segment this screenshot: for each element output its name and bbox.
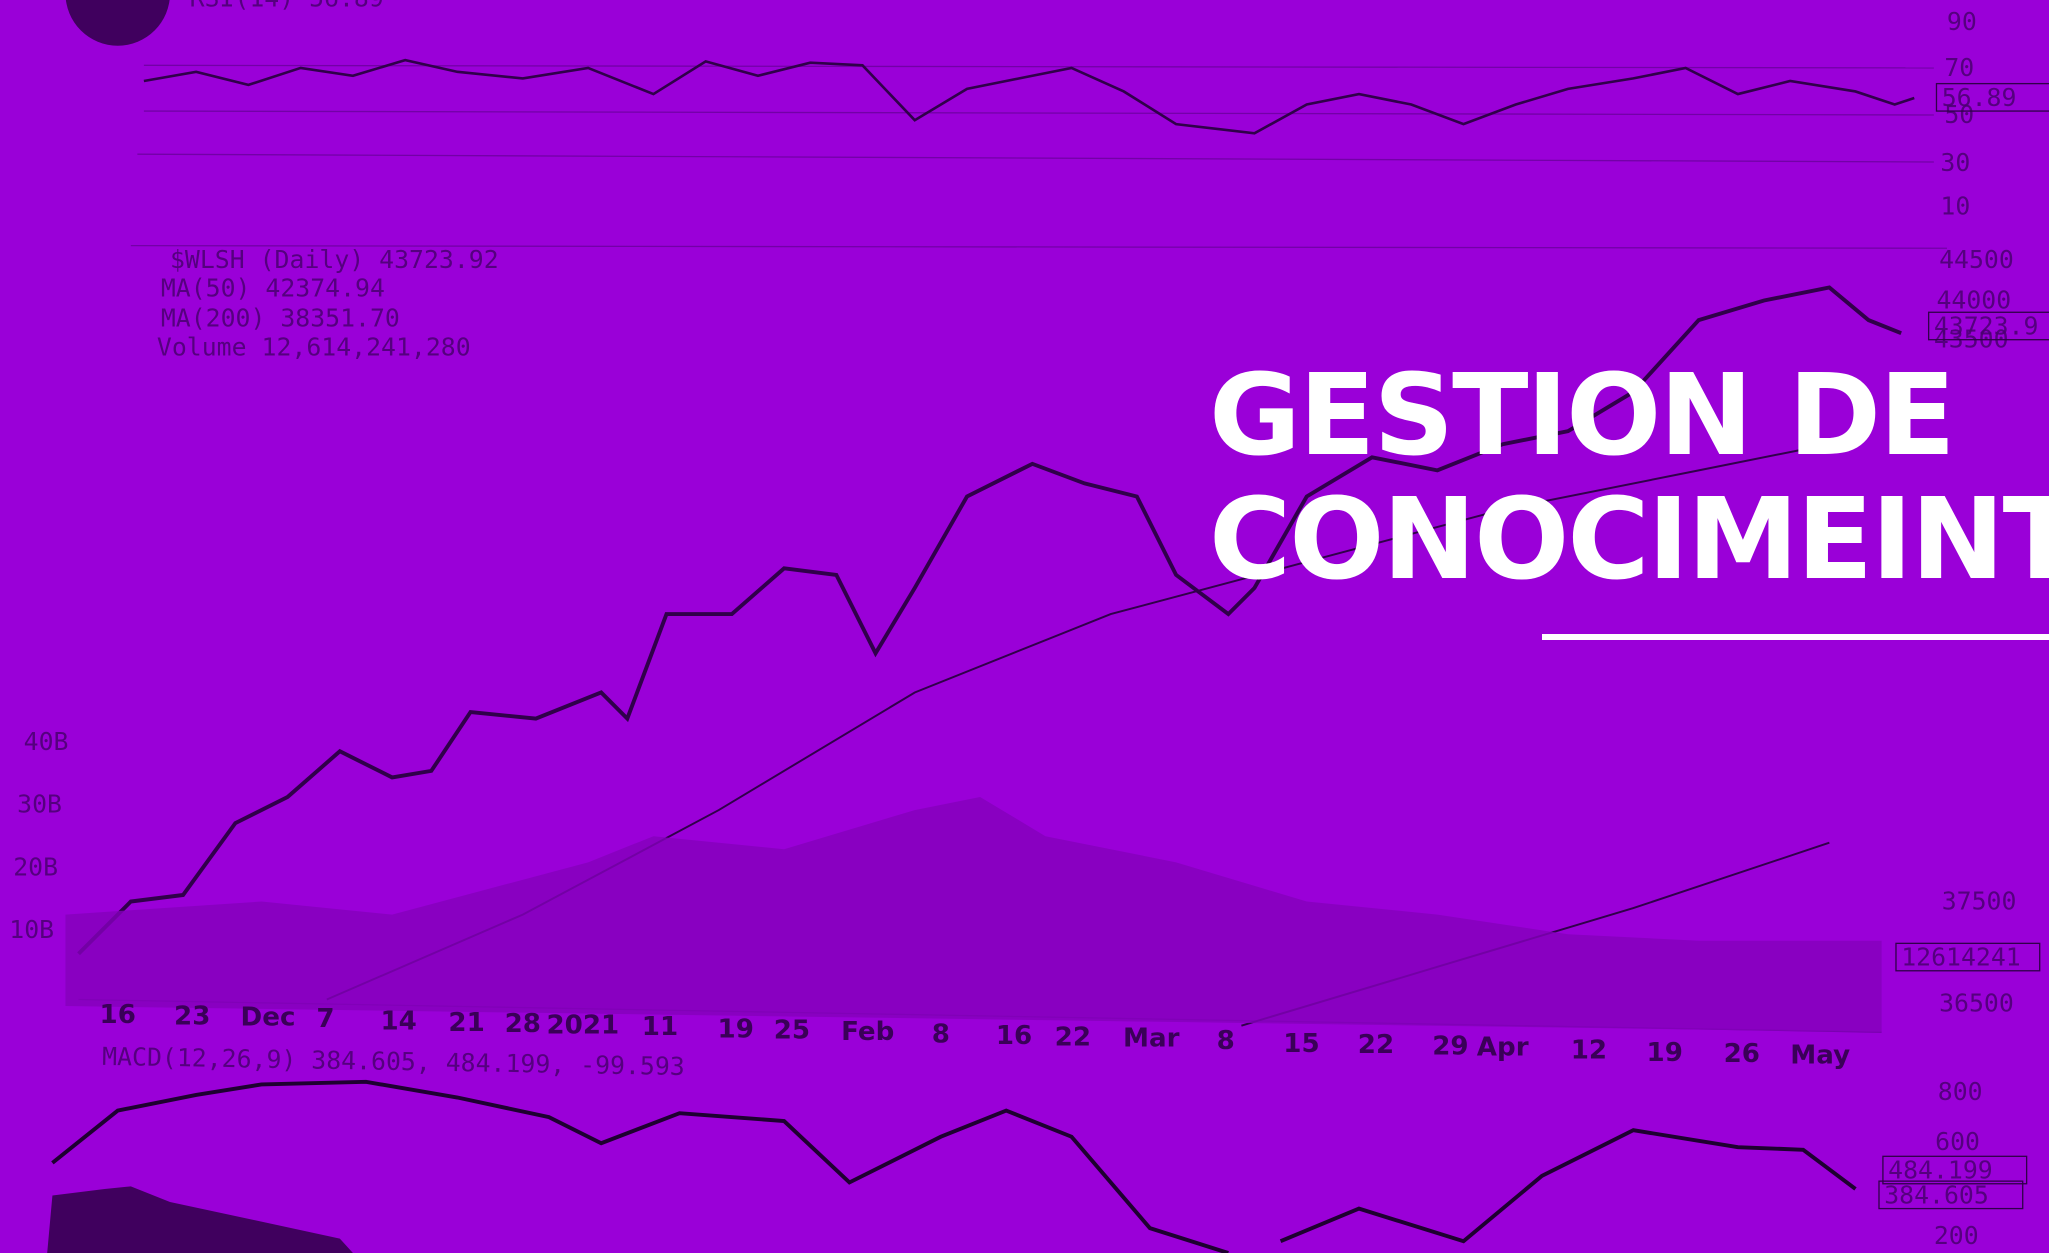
axis-label: 30 [1940, 148, 1970, 177]
chart-photo: RSI(14) 56.89 $WLSH (Daily) 43723.92MA(50… [0, 0, 2049, 1253]
axis-label: 40B [24, 727, 69, 756]
boxed-label: 56.89 [1942, 83, 2017, 112]
boxed-label: 12614241 [1901, 943, 2021, 972]
axis-label: 800 [1938, 1077, 1983, 1106]
x-label: 19 [718, 1014, 754, 1044]
x-label: 28 [505, 1009, 541, 1039]
x-label: 16 [996, 1021, 1032, 1051]
legend-entry: Volume 12,614,241,280 [157, 332, 471, 361]
axis-label: 30B [17, 790, 62, 819]
axis-label: 37500 [1942, 886, 2017, 915]
x-label: 21 [448, 1008, 484, 1038]
boxed-label: 384.605 [1884, 1180, 1989, 1209]
title-line: GESTION DE [1209, 360, 1954, 472]
x-label: 23 [174, 1001, 210, 1031]
x-label: 16 [100, 1000, 136, 1030]
x-label: 12 [1571, 1035, 1607, 1065]
x-label: 25 [774, 1016, 810, 1046]
x-label: 22 [1055, 1022, 1091, 1052]
axis-label: 200 [1934, 1221, 1979, 1250]
x-label: 11 [642, 1012, 678, 1042]
axis-label: 90 [1947, 7, 1977, 36]
x-label: Feb [841, 1017, 894, 1047]
x-label: Dec [241, 1003, 296, 1033]
x-label: Mar [1123, 1024, 1180, 1054]
x-label: 8 [1217, 1026, 1235, 1056]
axis-label: 44000 [1936, 285, 2011, 314]
x-label: 2021 [547, 1010, 620, 1040]
axis-label: 44500 [1939, 245, 2014, 274]
x-label: 22 [1358, 1030, 1394, 1060]
x-label: 8 [932, 1020, 950, 1050]
axis-label: 10B [9, 915, 54, 944]
axis-label: 10 [1940, 191, 1970, 220]
axis-label: 36500 [1939, 988, 2014, 1017]
x-label: Apr [1477, 1033, 1529, 1063]
banner: RSI(14) 56.89 $WLSH (Daily) 43723.92MA(50… [0, 0, 2049, 1253]
title-line: CONOCIMEINTO [1209, 484, 2049, 596]
rsi-label: RSI(14) 56.89 [190, 0, 384, 13]
x-label: 14 [380, 1007, 416, 1037]
axis-label: 600 [1935, 1127, 1980, 1156]
x-label: 26 [1724, 1039, 1760, 1069]
title-underline [1542, 634, 2049, 640]
legend-entry: MA(50) 42374.94 [161, 274, 385, 303]
axis-label: 70 [1944, 53, 1974, 82]
x-label: 19 [1647, 1038, 1683, 1068]
x-label: 29 [1432, 1031, 1468, 1061]
x-label: May [1790, 1041, 1850, 1071]
legend-entry: MA(200) 38351.70 [161, 304, 400, 333]
axis-label: 20B [13, 852, 58, 881]
x-label: 15 [1283, 1029, 1319, 1059]
x-label: 7 [316, 1004, 334, 1034]
legend-entry: $WLSH (Daily) 43723.92 [170, 245, 499, 274]
boxed-label: 43723.9 [1934, 311, 2039, 340]
